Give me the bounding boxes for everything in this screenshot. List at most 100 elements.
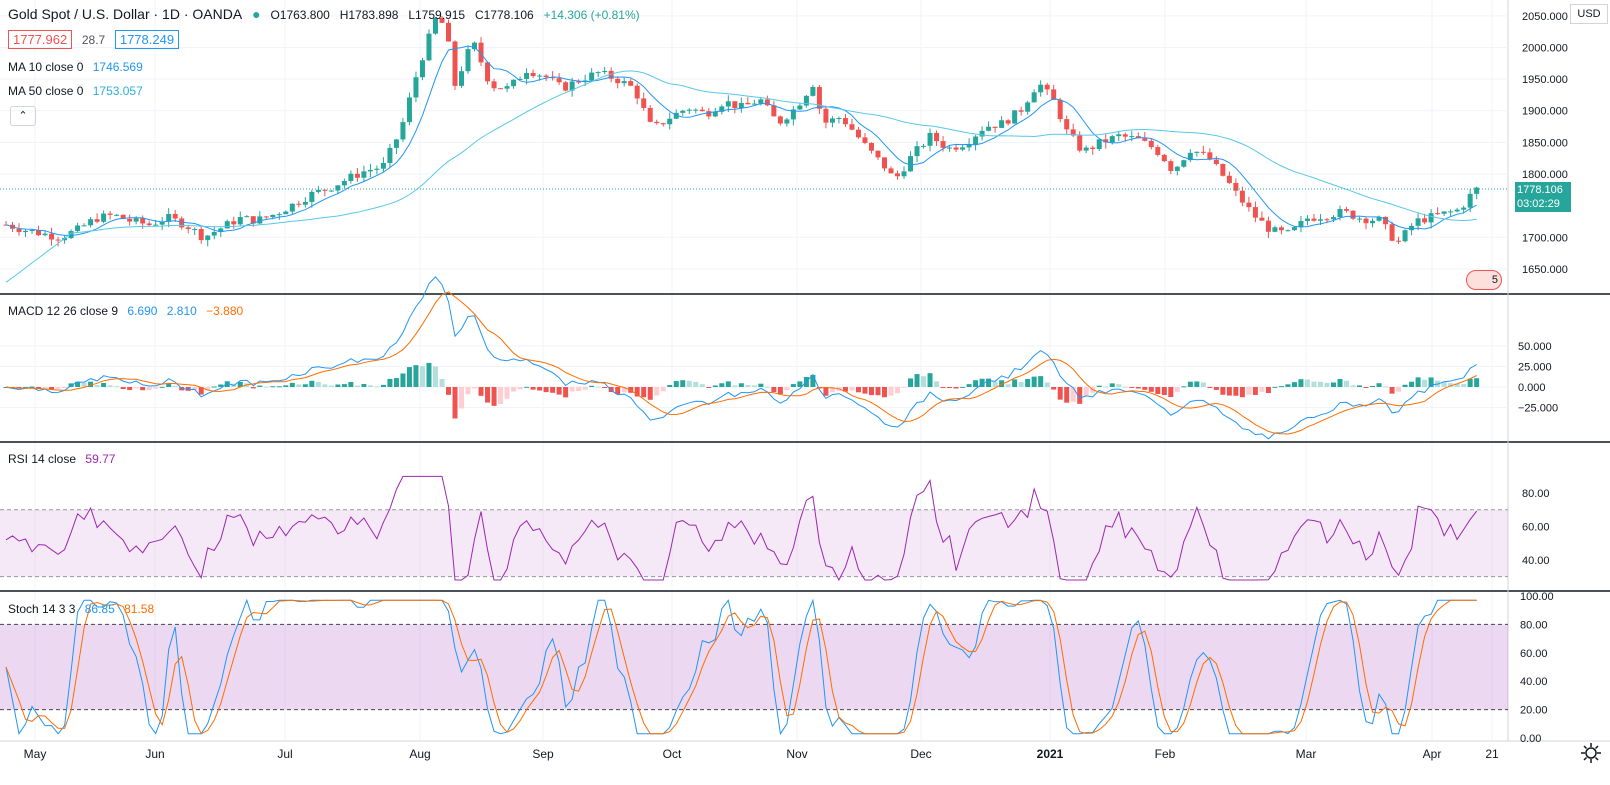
macd-histogram-bar — [790, 384, 796, 387]
candle-body — [810, 86, 816, 96]
sell-price[interactable]: 1777.962 — [8, 30, 73, 49]
candle-body — [1291, 227, 1297, 231]
macd-histogram-bar — [660, 387, 666, 392]
candle-body — [179, 218, 185, 228]
macd-histogram-bar — [1252, 387, 1258, 395]
candle-body — [55, 239, 61, 241]
macd-histogram-bar — [224, 381, 230, 387]
macd-histogram-bar — [1135, 387, 1141, 389]
macd-signal-value: 2.810 — [166, 304, 197, 318]
macd-histogram-bar — [472, 387, 478, 389]
candle-body — [1194, 151, 1200, 153]
candle-body — [1415, 218, 1421, 226]
x-tick-label: Dec — [910, 747, 931, 761]
ma50-value: 1753.057 — [92, 84, 143, 98]
macd-histogram-bar — [842, 387, 848, 392]
macd-histogram-bar — [114, 386, 120, 388]
macd-histogram-bar — [88, 381, 94, 387]
ma50-label: MA 50 close 0 — [8, 84, 84, 98]
macd-histogram-bar — [908, 378, 914, 387]
candle-body — [1239, 190, 1245, 203]
candle-body — [758, 99, 764, 104]
candle-body — [1057, 99, 1063, 120]
candle-body — [842, 118, 848, 125]
macd-histogram-bar — [1350, 385, 1356, 387]
rsi-legend[interactable]: RSI 14 close 59.77 — [8, 452, 121, 466]
macd-histogram-bar — [1005, 384, 1011, 387]
stoch-legend[interactable]: Stoch 14 3 3 86.85 81.58 — [8, 602, 160, 616]
macd-histogram-bar — [940, 387, 946, 388]
macd-histogram-bar — [901, 387, 907, 388]
candle-body — [764, 99, 770, 106]
news-badge-icon[interactable]: 5 — [1466, 270, 1502, 290]
macd-histogram-bar — [198, 387, 204, 395]
price-tick-label: 2000.000 — [1522, 42, 1568, 54]
candle-body — [999, 120, 1005, 128]
candle-body — [849, 124, 855, 130]
currency-label[interactable]: USD — [1570, 4, 1608, 24]
macd-histogram-bar — [524, 386, 530, 388]
macd-histogram-bar — [159, 386, 165, 388]
candle-body — [341, 180, 347, 186]
candle-body — [185, 227, 191, 230]
macd-histogram-bar — [1285, 384, 1291, 387]
candle-body — [1350, 210, 1356, 219]
candle-body — [367, 169, 373, 172]
macd-histogram-bar — [979, 378, 985, 387]
macd-histogram-bar — [699, 384, 705, 387]
settings-gear-icon[interactable] — [1578, 740, 1604, 766]
macd-histogram-bar — [1018, 382, 1024, 387]
macd-histogram-bar — [595, 386, 601, 388]
macd-histogram-bar — [289, 382, 295, 387]
ma50-legend[interactable]: MA 50 close 0 1753.057 — [8, 84, 149, 98]
macd-histogram-bar — [1376, 383, 1382, 387]
x-tick-label: Aug — [409, 747, 430, 761]
macd-histogram-bar — [328, 385, 334, 387]
candle-body — [921, 145, 927, 147]
macd-legend[interactable]: MACD 12 26 close 9 6.690 2.810 −3.880 — [8, 304, 249, 318]
candle-body — [1207, 152, 1213, 160]
macd-histogram-bar — [745, 385, 751, 387]
macd-label: MACD 12 26 close 9 — [8, 304, 119, 318]
candle-body — [29, 230, 35, 232]
candle-body — [1233, 182, 1239, 191]
candle-body — [146, 223, 152, 226]
candle-body — [1370, 220, 1376, 224]
candle-body — [1077, 135, 1083, 151]
candle-body — [511, 79, 517, 87]
macd-value: 6.690 — [127, 304, 158, 318]
candle-body — [1187, 152, 1193, 161]
collapse-legend-button[interactable]: ⌃ — [10, 106, 36, 126]
macd-histogram-bar — [576, 387, 582, 392]
candle-body — [1129, 136, 1135, 138]
candle-body — [751, 103, 757, 105]
stoch-k-line — [5, 598, 1477, 736]
macd-histogram-bar — [550, 387, 556, 393]
candle-body — [667, 118, 673, 125]
candle-body — [719, 106, 725, 112]
macd-histogram-bar — [387, 378, 393, 387]
candle-body — [1051, 89, 1057, 100]
candle-body — [1324, 219, 1330, 221]
macd-histogram-bar — [1207, 387, 1213, 388]
macd-histogram-bar — [712, 385, 718, 387]
macd-histogram-bar — [1083, 387, 1089, 397]
ma10-legend[interactable]: MA 10 close 0 1746.569 — [8, 60, 149, 74]
x-tick-label: Jun — [145, 747, 164, 761]
macd-histogram-bar — [706, 387, 712, 388]
candle-body — [1402, 230, 1408, 242]
macd-histogram-bar — [934, 381, 940, 387]
buy-price[interactable]: 1778.249 — [114, 30, 180, 49]
candle-body — [205, 235, 211, 241]
macd-histogram-bar — [1174, 387, 1180, 392]
macd-histogram-bar — [172, 385, 178, 387]
candle-body — [1246, 202, 1252, 208]
macd-histogram-bar — [1168, 387, 1174, 398]
candle-body — [875, 150, 881, 158]
price-tick-label: 1850.000 — [1522, 137, 1568, 149]
candle-body — [192, 229, 198, 231]
macd-histogram-bar — [725, 381, 731, 387]
macd-histogram-bar — [693, 382, 699, 387]
candle-body — [1038, 84, 1044, 93]
